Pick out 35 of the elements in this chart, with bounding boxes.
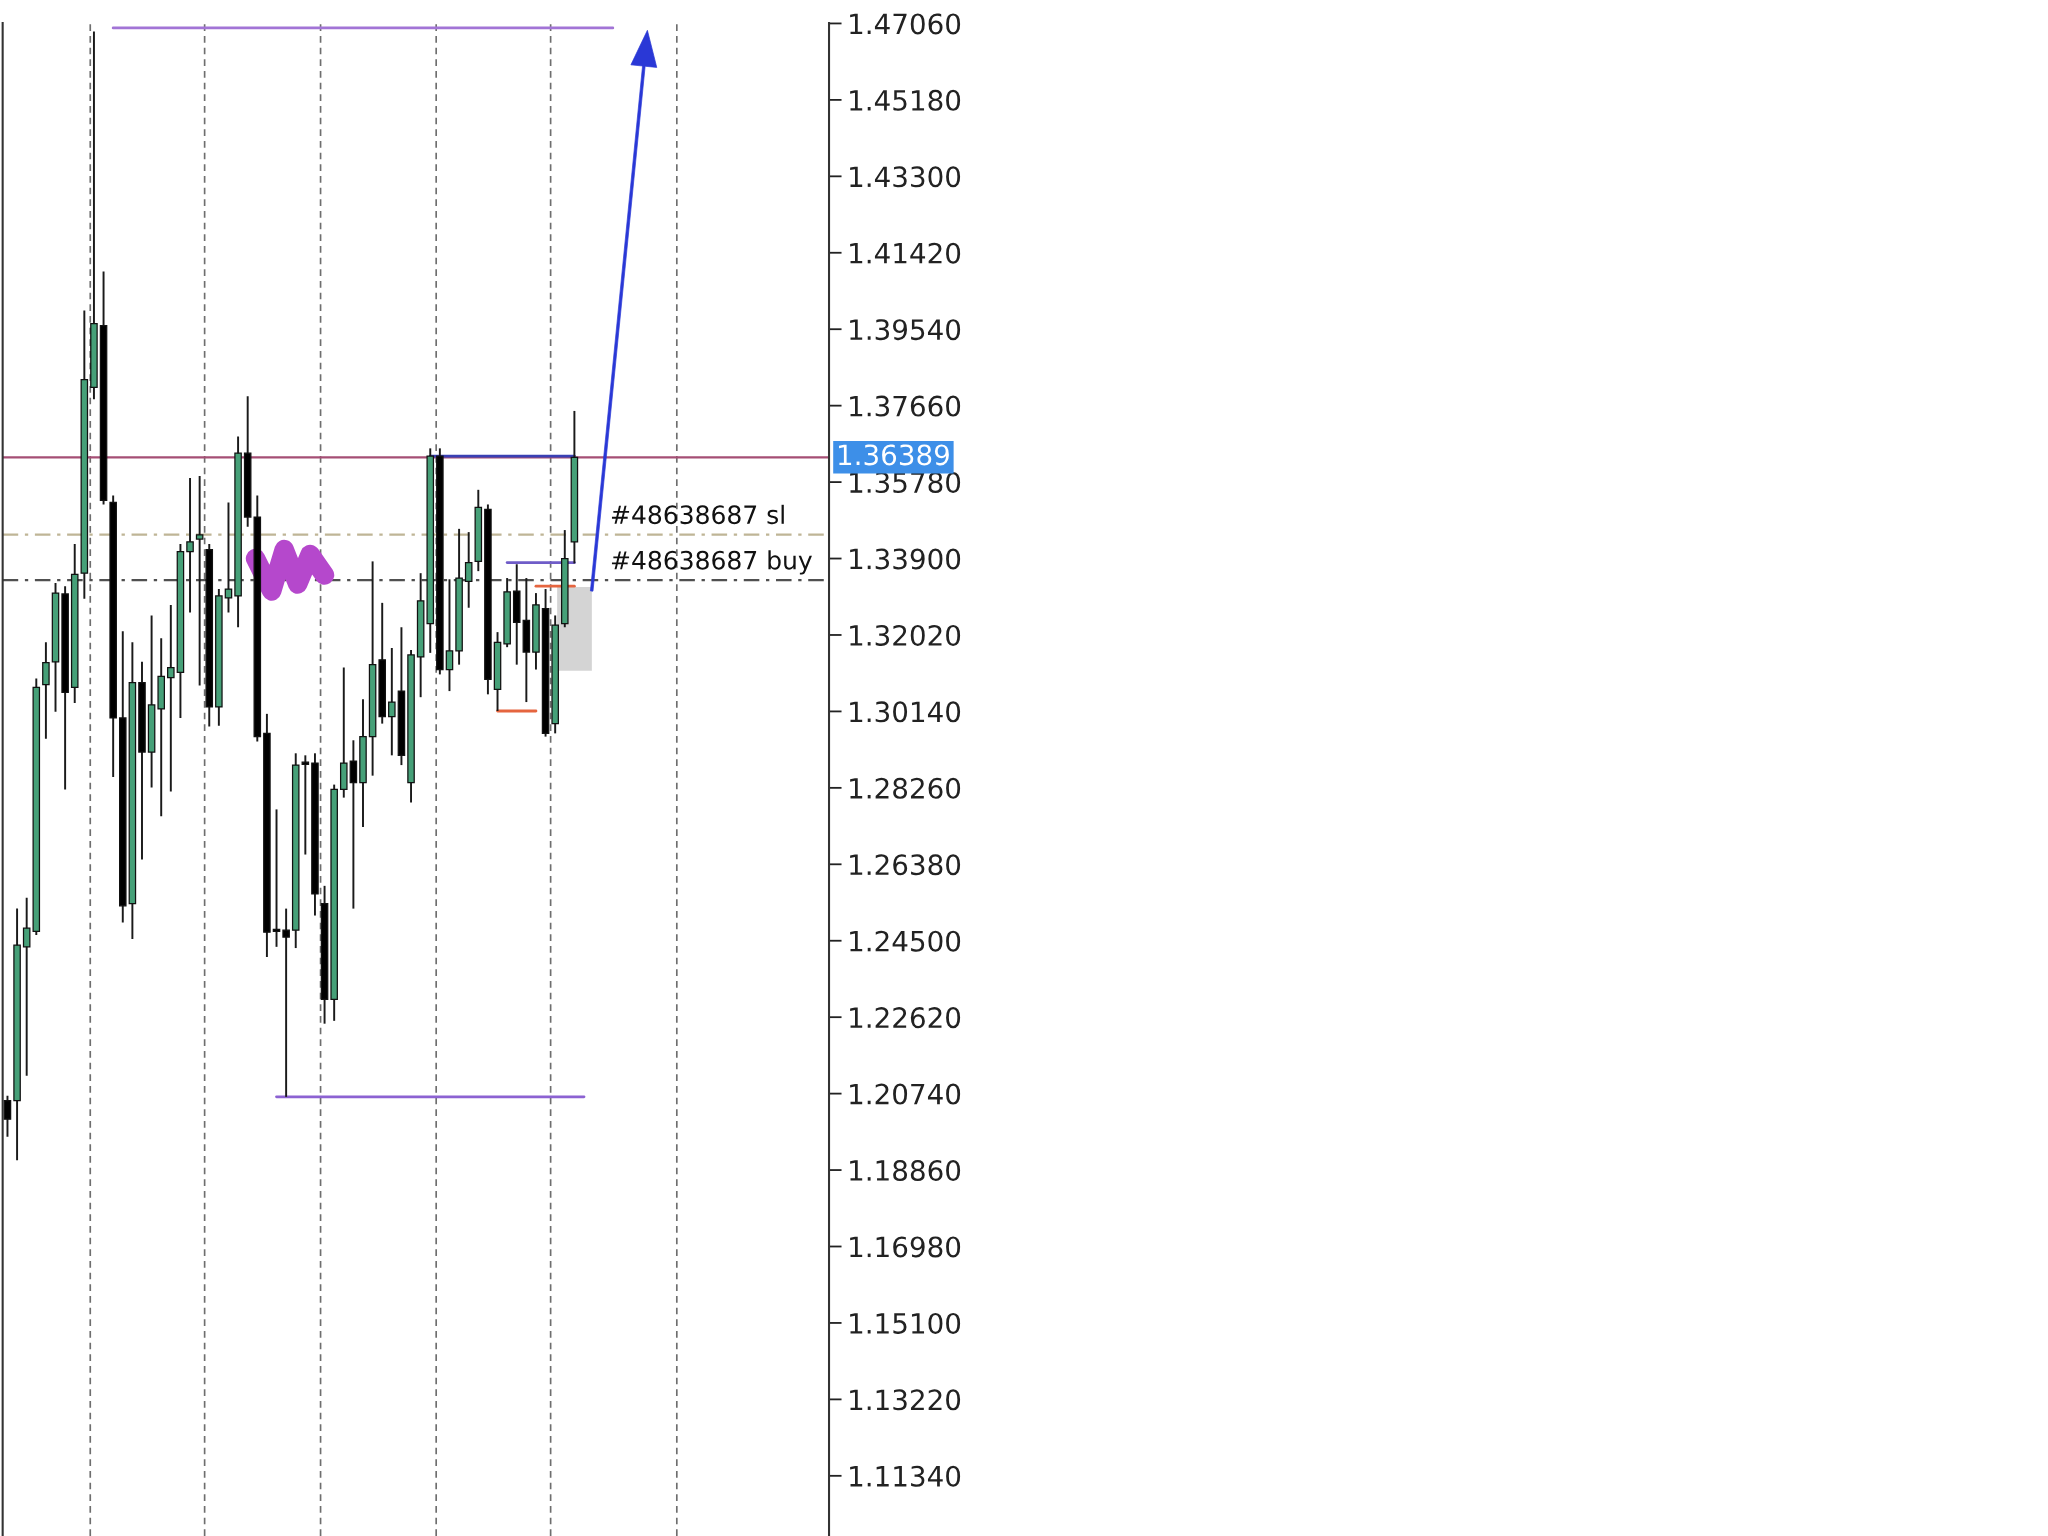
y-tick-label: 1.32020 xyxy=(850,624,961,646)
y-tick-label: 1.16980 xyxy=(850,1236,961,1258)
y-tick-label: 1.13220 xyxy=(850,1389,961,1411)
y-tick-label: 1.15100 xyxy=(850,1312,961,1334)
y-tick-label: 1.24500 xyxy=(850,930,961,952)
candlestick xyxy=(272,808,281,948)
candlestick xyxy=(167,603,175,793)
y-tick-label: 1.18860 xyxy=(850,1160,961,1182)
candlestick xyxy=(301,754,310,856)
y-tick-label: 1.11340 xyxy=(850,1465,961,1487)
candlestick xyxy=(282,907,290,1098)
candlestick xyxy=(388,647,396,757)
y-tick-label: 1.30140 xyxy=(850,701,961,723)
ref-line-label: #48638687 buy xyxy=(611,550,812,575)
y-tick-label: 1.22620 xyxy=(850,1007,961,1029)
candlestick xyxy=(3,1094,12,1138)
candlestick xyxy=(195,475,204,687)
ref-line-label: #48638687 sl xyxy=(611,504,784,525)
y-tick-label: 1.41420 xyxy=(850,242,961,264)
candlestick xyxy=(445,578,454,693)
candlestick xyxy=(42,641,50,740)
candlestick xyxy=(349,739,358,910)
y-tick-label: 1.45180 xyxy=(850,89,961,111)
y-tick-label: 1.28260 xyxy=(850,777,961,799)
candlestick xyxy=(224,501,233,614)
y-tick-label: 1.20740 xyxy=(850,1083,961,1105)
candlestick xyxy=(186,477,194,614)
y-tick-label: 1.43300 xyxy=(850,166,961,188)
ref-line-label: 1.36389 xyxy=(839,444,949,466)
y-tick-label: 1.47060 xyxy=(850,13,961,35)
y-tick-label: 1.33900 xyxy=(850,548,961,570)
candlestick xyxy=(464,531,473,609)
y-tick-label: 1.26380 xyxy=(850,854,961,876)
y-tick-label: 1.39540 xyxy=(850,319,961,341)
y-tick-label: 1.37660 xyxy=(850,395,961,417)
